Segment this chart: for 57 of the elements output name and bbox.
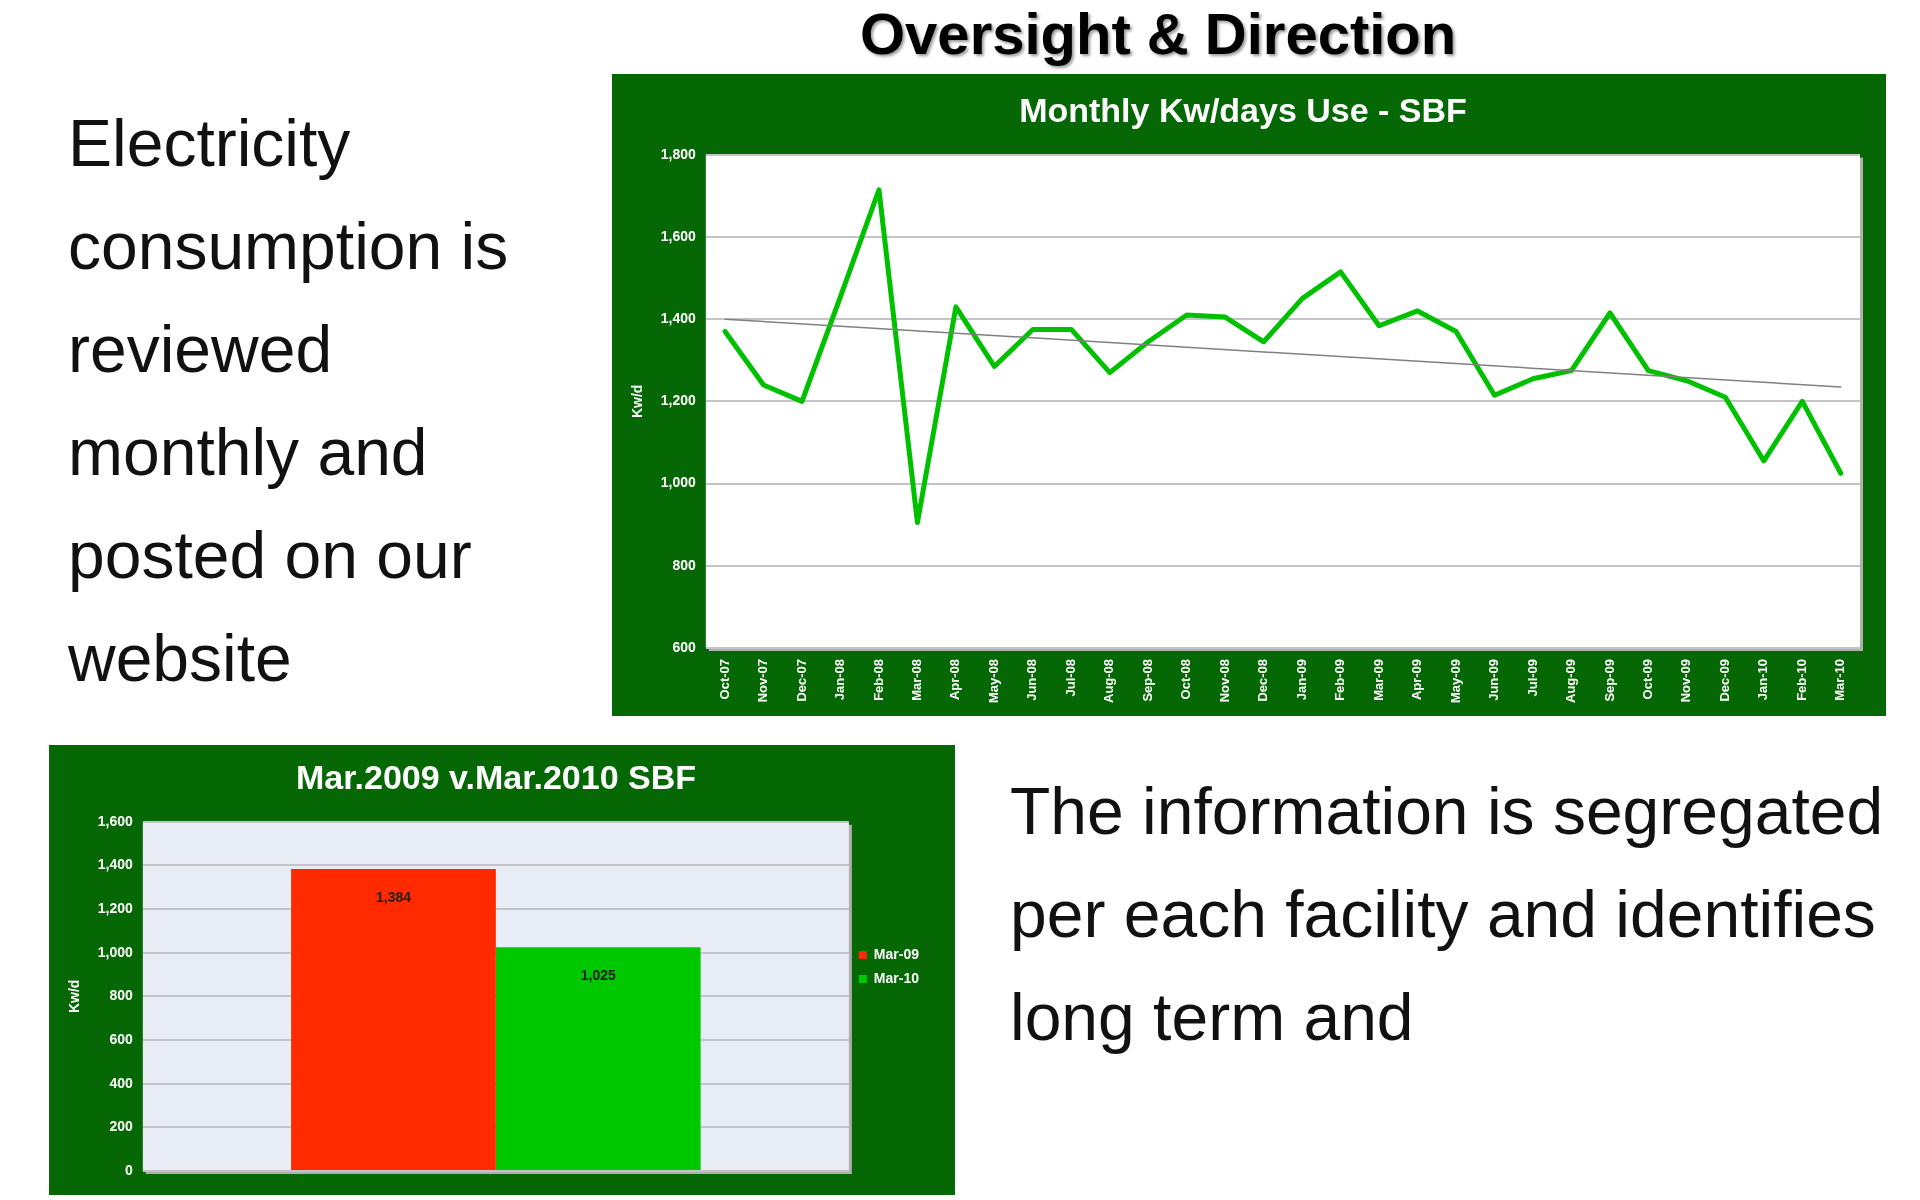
chart-title: Monthly Kw/days Use - SBF (1019, 90, 1467, 129)
text: Oversight & Direction (860, 0, 1457, 67)
x-tick-label: Dec-09 (1716, 658, 1732, 702)
y-tick-label: 1,600 (660, 227, 697, 244)
x-tick-label: May-08 (985, 658, 1001, 703)
x-tick-label: Sep-09 (1601, 658, 1617, 702)
y-tick-label: 600 (672, 638, 697, 655)
x-tick-label: Oct-07 (716, 658, 732, 700)
y-tick-label: 0 (125, 1161, 134, 1178)
text: Electricity consumption is reviewed monthly and posted on our website (68, 105, 510, 697)
x-tick-label: Jun-09 (1486, 658, 1502, 701)
x-tick-label: Jun-08 (1024, 658, 1040, 701)
y-tick-label: 1,000 (97, 943, 134, 960)
x-tick-label: Jan-10 (1755, 658, 1771, 701)
y-tick-label: 1,800 (660, 145, 697, 162)
y-tick-label: 200 (109, 1118, 134, 1135)
legend-label: Mar-10 (873, 969, 920, 986)
x-tick-label: Dec-08 (1255, 658, 1271, 702)
x-tick-label: Nov-09 (1678, 658, 1694, 703)
y-tick-label: 600 (109, 1030, 134, 1047)
x-tick-label: Sep-08 (1139, 658, 1155, 702)
x-tick-label: Apr-09 (1409, 658, 1425, 701)
y-tick-label: 1,400 (97, 856, 134, 873)
x-tick-label: Aug-09 (1563, 658, 1579, 703)
x-tick-label: Mar-09 (1370, 658, 1386, 701)
y-axis-title: Kw/d (66, 979, 83, 1014)
x-tick-label: Oct-08 (1178, 658, 1194, 700)
data-label: 1,025 (580, 967, 616, 984)
x-tick-label: May-09 (1447, 658, 1463, 703)
x-tick-label: Apr-08 (947, 658, 963, 701)
x-tick-label: Oct-09 (1639, 658, 1655, 700)
x-tick-label: Aug-08 (1101, 658, 1117, 703)
y-tick-label: 1,600 (97, 812, 134, 829)
x-tick-label: Jan-08 (832, 658, 848, 701)
text: The information is segregated per each facility and identifies long term and (1010, 773, 1885, 1056)
data-label: 1,384 (375, 888, 412, 905)
y-axis-title: Kw/d (629, 384, 646, 419)
y-tick-label: 800 (109, 987, 134, 1004)
y-tick-label: 1,400 (660, 310, 697, 327)
y-tick-label: 1,200 (660, 392, 697, 409)
y-tick-label: 1,000 (660, 474, 697, 491)
x-tick-label: Nov-08 (1216, 658, 1232, 703)
x-tick-label: Jul-09 (1524, 658, 1540, 697)
x-tick-label: Feb-10 (1793, 658, 1809, 701)
chart-title: Mar.2009 v.Mar.2010 SBF (295, 757, 697, 796)
x-tick-label: Jul-08 (1062, 658, 1078, 697)
y-tick-label: 1,200 (97, 899, 134, 916)
x-tick-label: Feb-09 (1332, 658, 1348, 701)
x-tick-label: Nov-07 (755, 658, 771, 703)
y-tick-label: 400 (109, 1074, 134, 1091)
x-tick-label: Mar-10 (1832, 658, 1848, 701)
x-tick-label: Jan-09 (1293, 658, 1309, 701)
x-tick-label: Dec-07 (793, 658, 809, 702)
y-tick-label: 800 (672, 556, 697, 573)
x-tick-label: Mar-08 (909, 658, 925, 701)
legend-label: Mar-09 (873, 945, 920, 962)
x-tick-label: Feb-08 (870, 658, 886, 701)
